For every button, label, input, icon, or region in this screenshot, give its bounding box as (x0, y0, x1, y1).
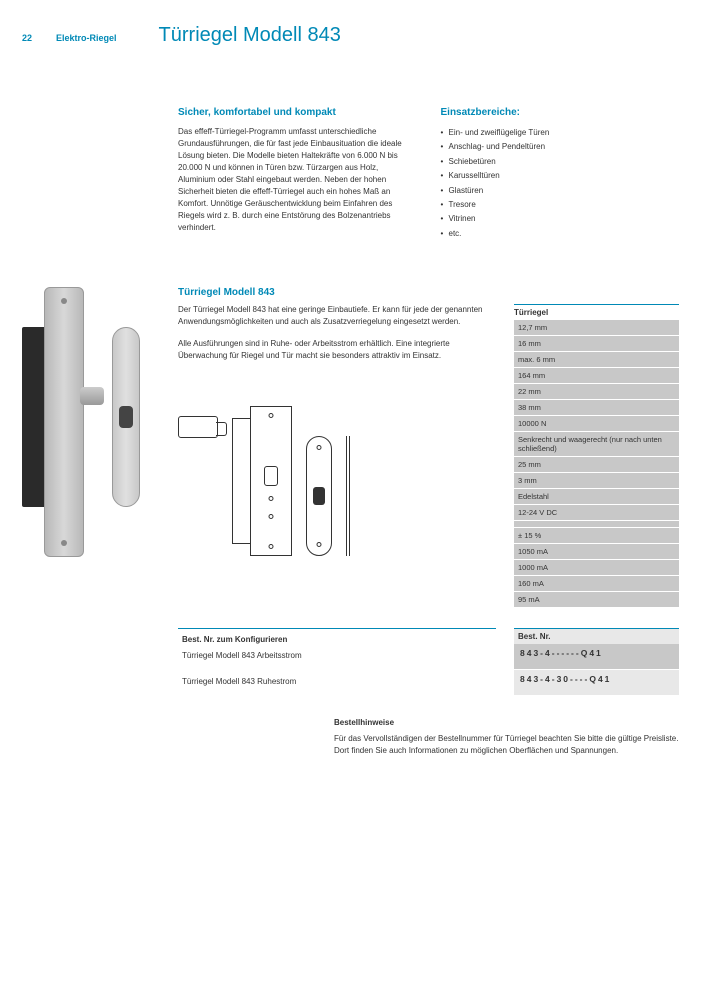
spec-value: 160 mA (514, 576, 679, 591)
order-header-right: Best. Nr. (514, 629, 679, 644)
spec-row: 12-24 V DC (514, 505, 679, 521)
intro-section: Sicher, komfortabel und kompakt Das effe… (178, 107, 679, 241)
spec-row: max. 6 mm (514, 352, 679, 368)
order-section: Best. Nr. zum Konfigurieren Türriegel Mo… (178, 628, 679, 699)
list-item: Karusselltüren (441, 169, 680, 183)
spec-value: 10000 N (514, 416, 679, 431)
advice-heading: Bestellhinweise (334, 717, 679, 729)
list-item: Anschlag- und Pendeltüren (441, 140, 680, 154)
model-text-2: Alle Ausführungen sind in Ruhe- oder Arb… (178, 338, 496, 362)
spec-row (514, 521, 679, 528)
spec-value: 38 mm (514, 400, 679, 415)
advice-section: Bestellhinweise Für das Vervollständigen… (178, 717, 679, 757)
intro-left-body: Das effeff-Türriegel-Programm umfasst un… (178, 126, 417, 234)
application-list: Ein- und zweiflügelige Türen Anschlag- u… (441, 126, 680, 241)
spec-row: 95 mA (514, 592, 679, 608)
intro-right-heading: Einsatzbereiche: (441, 107, 680, 118)
category-label: Elektro-Riegel (56, 33, 117, 43)
spec-value (514, 521, 679, 527)
spec-value: 1000 mA (514, 560, 679, 575)
model-text-1: Der Türriegel Modell 843 hat eine gering… (178, 304, 496, 328)
product-photo (22, 287, 160, 557)
order-desc-row: Türriegel Modell 843 Ruhestrom (178, 673, 496, 699)
page-title: Türriegel Modell 843 (159, 24, 341, 47)
technical-diagram (178, 386, 496, 556)
spec-value: 1050 mA (514, 544, 679, 559)
spec-row: 12,7 mm (514, 320, 679, 336)
spec-value: 22 mm (514, 384, 679, 399)
spec-row: 22 mm (514, 384, 679, 400)
diagram-strike-icon (306, 436, 332, 556)
diagram-bolt-icon (178, 416, 218, 438)
list-item: Schiebetüren (441, 155, 680, 169)
spec-row: 16 mm (514, 336, 679, 352)
spec-value: 25 mm (514, 457, 679, 472)
spec-value: 3 mm (514, 473, 679, 488)
spec-row: Senkrecht und waagerecht (nur nach unten… (514, 432, 679, 457)
spec-value: 12,7 mm (514, 320, 679, 335)
page-header: 22 Elektro-Riegel Türriegel Modell 843 (22, 24, 679, 47)
list-item: Vitrinen (441, 212, 680, 226)
spec-row: 160 mA (514, 576, 679, 592)
model-heading: Türriegel Modell 843 (178, 287, 679, 298)
spec-value: Edelstahl (514, 489, 679, 504)
list-item: Tresore (441, 198, 680, 212)
spec-table: Türriegel 12,7 mm16 mmmax. 6 mm164 mm22 … (514, 304, 679, 608)
spec-value: 95 mA (514, 592, 679, 607)
page-number: 22 (22, 33, 32, 43)
advice-text: Für das Vervollständigen der Bestellnumm… (334, 733, 679, 757)
spec-row: 164 mm (514, 368, 679, 384)
spec-value: 16 mm (514, 336, 679, 351)
spec-row: Edelstahl (514, 489, 679, 505)
spec-value: Senkrecht und waagerecht (nur nach unten… (514, 432, 679, 456)
list-item: Ein- und zweiflügelige Türen (441, 126, 680, 140)
spec-value: 12-24 V DC (514, 505, 679, 520)
spec-value: max. 6 mm (514, 352, 679, 367)
diagram-side-icon (346, 436, 350, 556)
order-code-row: 843-4------Q41 (514, 644, 679, 670)
list-item: etc. (441, 227, 680, 241)
spec-row: 10000 N (514, 416, 679, 432)
order-desc-row: Türriegel Modell 843 Arbeitsstrom (178, 647, 496, 673)
spec-row: ± 15 % (514, 528, 679, 544)
intro-left-heading: Sicher, komfortabel und kompakt (178, 107, 417, 118)
spec-row: 25 mm (514, 457, 679, 473)
order-code-row: 843-4-30----Q41 (514, 670, 679, 696)
diagram-faceplate-icon (250, 406, 292, 556)
spec-row: 1000 mA (514, 560, 679, 576)
spec-value: 164 mm (514, 368, 679, 383)
spec-row: 3 mm (514, 473, 679, 489)
spec-table-header: Türriegel (514, 305, 679, 320)
order-header-left: Best. Nr. zum Konfigurieren (178, 632, 496, 647)
spec-value: ± 15 % (514, 528, 679, 543)
spec-row: 1050 mA (514, 544, 679, 560)
spec-row: 38 mm (514, 400, 679, 416)
list-item: Glastüren (441, 184, 680, 198)
